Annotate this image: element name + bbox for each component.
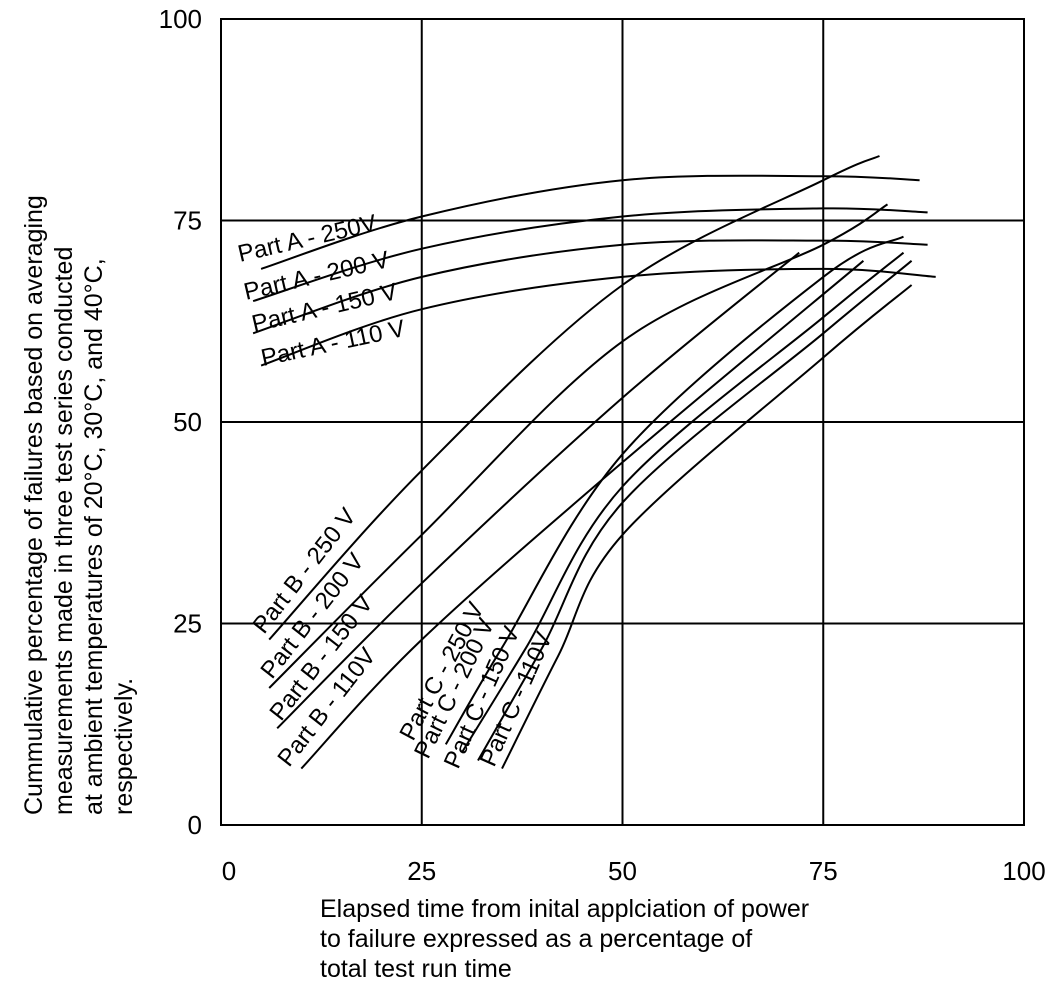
plot-frame — [220, 18, 1025, 826]
series-line-part-c-200-v — [461, 251, 905, 754]
series-line-part-b-250-v — [268, 155, 880, 641]
y-axis-label-line: at ambient temperatures of 20°C, 30°C, a… — [80, 258, 108, 815]
y-tick-25: 25 — [173, 609, 202, 639]
x-axis-label-line: total test run time — [320, 955, 512, 983]
y-axis-label: Cummulative percentage of failures based… — [20, 195, 138, 815]
y-tick-100: 100 — [159, 4, 202, 34]
x-axis-label-line: to failure expressed as a percentage of — [320, 925, 752, 953]
y-tick-0: 0 — [188, 810, 202, 840]
series-line-part-b-110v — [300, 260, 865, 770]
y-axis-label-line: Cummulative percentage of failures based… — [20, 195, 48, 815]
series-line-part-c-110v — [501, 284, 913, 770]
series-group — [252, 155, 936, 770]
series-line-part-a-150-v — [252, 239, 928, 335]
x-tick-100: 100 — [1002, 856, 1045, 886]
series-line-part-a-200-v — [252, 207, 928, 303]
grid — [221, 19, 1024, 825]
series-line-part-c-250-v — [444, 235, 904, 745]
y-tick-75: 75 — [173, 206, 202, 236]
x-axis-label: Elapsed time from inital applciation of … — [320, 895, 809, 983]
x-tick-75: 75 — [809, 856, 838, 886]
x-axis-label-line: Elapsed time from inital applciation of … — [320, 895, 809, 923]
y-tick-50: 50 — [173, 407, 202, 437]
series-line-part-b-200-v — [268, 203, 889, 689]
y-axis-label-line: respectively. — [110, 678, 138, 815]
x-tick-25: 25 — [407, 856, 436, 886]
x-tick-labels: 0 25 50 75 100 — [222, 856, 1046, 886]
x-tick-50: 50 — [608, 856, 637, 886]
series-line-part-b-150-v — [276, 251, 800, 730]
y-tick-labels: 0 25 50 75 100 — [159, 4, 202, 840]
x-tick-0: 0 — [222, 856, 236, 886]
y-axis-label-line: measurements made in three test series c… — [50, 247, 78, 815]
series-line-part-a-110-v — [260, 267, 936, 367]
series-line-part-c-150-v — [477, 260, 913, 761]
